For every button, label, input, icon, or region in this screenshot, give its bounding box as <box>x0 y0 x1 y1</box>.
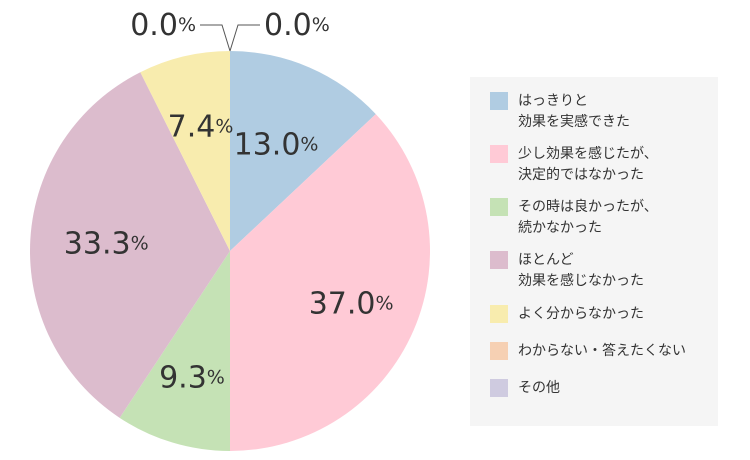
slice-label-3: 33.3% <box>64 226 149 261</box>
slice-unit-0: % <box>300 134 318 156</box>
slice-value-5: 0.0 <box>130 8 178 43</box>
slice-label-4: 7.4% <box>168 109 234 144</box>
slice-unit-6: % <box>312 14 330 36</box>
pie-slice-0 <box>230 51 376 251</box>
pie-slice-1 <box>230 114 430 451</box>
legend-label-3: ほとんど 効果を感じなかった <box>518 252 644 289</box>
legend-swatch-5 <box>490 342 508 360</box>
legend-swatch-0 <box>490 92 508 110</box>
legend-item-3: ほとんど 効果を感じなかった <box>490 250 644 292</box>
slice-label-1: 37.0% <box>309 286 394 321</box>
legend-item-2: その時は良かったが、 続かなかった <box>490 197 658 239</box>
pie-slices <box>29 51 430 451</box>
pie-slice-3 <box>29 72 230 418</box>
legend-swatch-6 <box>490 379 508 397</box>
leader-lines <box>200 24 260 52</box>
legend-label-5: わからない・答えたくない <box>518 343 686 359</box>
slice-label-5: 0.0% <box>130 8 196 43</box>
pie-slice-2 <box>119 251 230 451</box>
slice-unit-3: % <box>131 233 149 255</box>
slice-label-2: 9.3% <box>159 360 225 395</box>
legend-item-1: 少し効果を感じたが、 決定的ではなかった <box>490 144 658 186</box>
legend-swatch-4 <box>490 305 508 323</box>
slice-label-6: 0.0% <box>264 8 330 43</box>
legend-label-0: はっきりと 効果を実感できた <box>518 93 630 130</box>
slice-value-3: 33.3 <box>64 226 131 261</box>
legend-swatch-1 <box>490 145 508 163</box>
pie-slice-4 <box>140 51 230 251</box>
legend-item-0: はっきりと 効果を実感できた <box>490 91 630 133</box>
slice-unit-1: % <box>376 292 394 314</box>
legend-label-2: その時は良かったが、 続かなかった <box>518 199 658 236</box>
legend-item-6: その他 <box>490 378 560 399</box>
slice-value-4: 7.4 <box>168 109 216 144</box>
legend-label-4: よく分からなかった <box>518 306 644 322</box>
legend-item-4: よく分からなかった <box>490 304 644 325</box>
slice-value-6: 0.0 <box>264 8 312 43</box>
legend-label-1: 少し効果を感じたが、 決定的ではなかった <box>518 146 658 183</box>
slice-value-1: 37.0 <box>309 286 376 321</box>
slice-value-0: 13.0 <box>234 127 301 162</box>
legend-item-5: わからない・答えたくない <box>490 341 686 362</box>
slice-label-0: 13.0% <box>234 127 319 162</box>
slice-value-2: 9.3 <box>159 360 207 395</box>
leader-line-5 <box>200 24 231 52</box>
slice-labels: 13.0%37.0%9.3%33.3%7.4%0.0% 0.0% <box>64 8 394 395</box>
slice-unit-4: % <box>215 115 233 137</box>
slice-unit-5: % <box>178 14 196 36</box>
legend-swatch-3 <box>490 251 508 269</box>
legend-label-6: その他 <box>518 380 560 396</box>
slice-unit-2: % <box>207 366 225 388</box>
legend-swatch-2 <box>490 198 508 216</box>
legend: はっきりと 効果を実感できた 少し効果を感じたが、 決定的ではなかった その時は良か… <box>470 77 718 426</box>
leader-line-6 <box>229 24 260 52</box>
